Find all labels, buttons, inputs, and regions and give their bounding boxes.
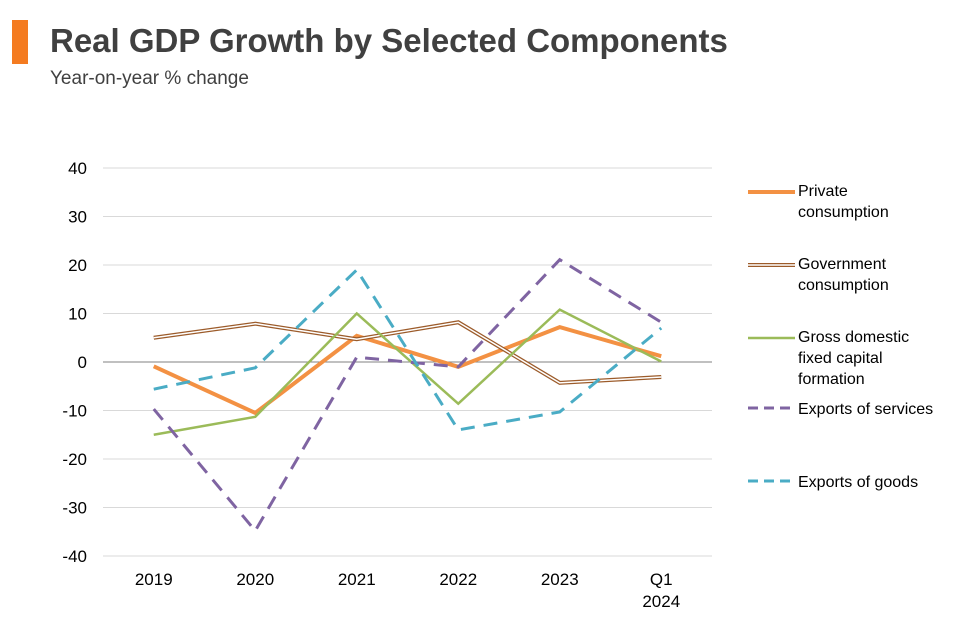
y-tick-label: 0 bbox=[78, 353, 87, 372]
legend-label: Exports of goods bbox=[798, 474, 918, 491]
legend-label: formation bbox=[798, 371, 865, 388]
legend-label: Exports of services bbox=[798, 401, 933, 418]
legend-label: Gross domestic bbox=[798, 329, 909, 346]
series-line bbox=[153, 308, 662, 436]
y-tick-label: 40 bbox=[68, 159, 87, 178]
y-tick-label: 10 bbox=[68, 305, 87, 324]
x-tick-label: 2024 bbox=[642, 592, 680, 611]
x-tick-label: 2022 bbox=[439, 570, 477, 589]
x-tick-label: 2019 bbox=[135, 570, 173, 589]
legend-label: consumption bbox=[798, 204, 889, 221]
y-tick-label: 20 bbox=[68, 256, 87, 275]
y-tick-label: -20 bbox=[62, 450, 87, 469]
x-tick-label: 2021 bbox=[338, 570, 376, 589]
series-line bbox=[152, 324, 662, 416]
legend-label: Private bbox=[798, 183, 848, 200]
x-tick-label: Q1 bbox=[650, 570, 673, 589]
y-tick-label: -10 bbox=[62, 402, 87, 421]
series-line-inner bbox=[153, 321, 662, 384]
x-tick-label: 2020 bbox=[236, 570, 274, 589]
legend-label: consumption bbox=[798, 277, 889, 294]
series-line bbox=[153, 267, 663, 432]
title-accent-bar bbox=[12, 20, 28, 64]
chart-subtitle: Year-on-year % change bbox=[50, 68, 249, 89]
y-tick-label: -40 bbox=[62, 547, 87, 566]
legend-label: Government bbox=[798, 256, 887, 273]
chart-title: Real GDP Growth by Selected Components bbox=[50, 22, 728, 59]
y-tick-label: -30 bbox=[62, 499, 87, 518]
series-line bbox=[152, 257, 663, 534]
x-tick-label: 2023 bbox=[541, 570, 579, 589]
y-tick-label: 30 bbox=[68, 208, 87, 227]
legend-label: fixed capital bbox=[798, 350, 883, 367]
